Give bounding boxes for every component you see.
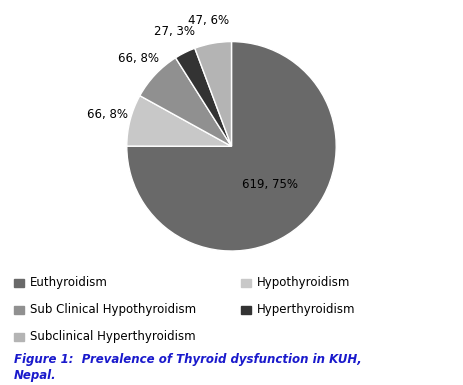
Bar	[14, 279, 24, 287]
Bar	[14, 333, 24, 341]
Text: Figure 1:  Prevalence of Thyroid dysfunction in KUH,: Figure 1: Prevalence of Thyroid dysfunct…	[14, 353, 362, 367]
Bar	[241, 306, 251, 314]
Text: 66, 8%: 66, 8%	[118, 52, 159, 65]
Wedge shape	[127, 96, 232, 146]
Wedge shape	[175, 48, 232, 146]
Bar	[14, 306, 24, 314]
Wedge shape	[140, 58, 232, 146]
Text: 47, 6%: 47, 6%	[188, 14, 229, 27]
Text: 66, 8%: 66, 8%	[88, 108, 128, 121]
Text: Subclinical Hyperthyroidism: Subclinical Hyperthyroidism	[30, 330, 196, 343]
Text: 619, 75%: 619, 75%	[242, 178, 298, 191]
Wedge shape	[195, 42, 232, 146]
Text: Sub Clinical Hypothyroidism: Sub Clinical Hypothyroidism	[30, 303, 196, 316]
Text: Euthyroidism: Euthyroidism	[30, 276, 108, 290]
Text: Hyperthyroidism: Hyperthyroidism	[257, 303, 356, 316]
Bar	[241, 279, 251, 287]
Text: Hypothyroidism: Hypothyroidism	[257, 276, 350, 290]
Text: 27, 3%: 27, 3%	[154, 25, 195, 38]
Text: Nepal.: Nepal.	[14, 369, 56, 382]
Wedge shape	[127, 42, 336, 251]
